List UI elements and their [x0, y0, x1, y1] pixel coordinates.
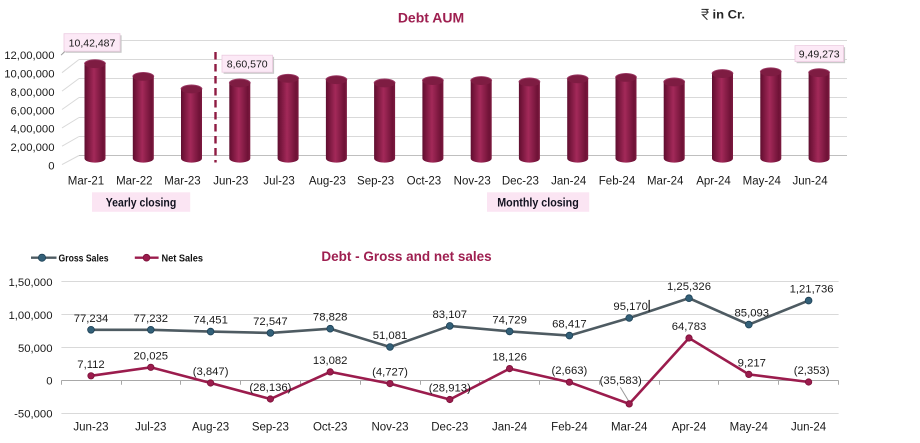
- svg-text:Jun-23: Jun-23: [73, 422, 108, 434]
- svg-text:13,082: 13,082: [313, 355, 348, 367]
- svg-text:Oct-23: Oct-23: [313, 422, 348, 434]
- svg-text:Gross Sales: Gross Sales: [59, 253, 109, 265]
- svg-text:(28,913): (28,913): [429, 383, 471, 395]
- svg-text:95,170: 95,170: [613, 301, 648, 313]
- svg-text:77,232: 77,232: [134, 313, 169, 325]
- svg-text:Dec-23: Dec-23: [502, 175, 539, 187]
- svg-text:(28,136): (28,136): [249, 382, 291, 394]
- svg-text:Mar-24: Mar-24: [611, 422, 648, 434]
- svg-text:1,00,000: 1,00,000: [9, 310, 53, 322]
- svg-text:Mar-22: Mar-22: [116, 175, 152, 187]
- svg-text:Apr-24: Apr-24: [672, 422, 707, 434]
- svg-text:Aug-23: Aug-23: [309, 175, 346, 187]
- svg-text:51,081: 51,081: [373, 330, 408, 342]
- svg-text:Jun-24: Jun-24: [791, 422, 827, 434]
- svg-text:Nov-23: Nov-23: [371, 422, 408, 434]
- svg-text:83,107: 83,107: [433, 309, 468, 321]
- svg-text:9,217: 9,217: [738, 357, 766, 369]
- svg-text:Jul-23: Jul-23: [135, 422, 166, 434]
- svg-text:Jan-24: Jan-24: [492, 422, 528, 434]
- svg-text:(2,353): (2,353): [794, 365, 830, 377]
- svg-text:Debt AUM: Debt AUM: [398, 10, 464, 26]
- svg-text:Yearly closing: Yearly closing: [106, 195, 177, 209]
- svg-text:2,00,000: 2,00,000: [11, 142, 55, 154]
- svg-text:Sep-23: Sep-23: [252, 422, 289, 434]
- svg-text:Feb-24: Feb-24: [551, 422, 588, 434]
- svg-text:May-24: May-24: [743, 175, 782, 187]
- svg-text:Debt - Gross and net sales: Debt - Gross and net sales: [321, 249, 491, 264]
- svg-text:85,093: 85,093: [735, 308, 770, 320]
- svg-text:Jul-23: Jul-23: [263, 175, 294, 187]
- svg-text:18,126: 18,126: [492, 352, 527, 364]
- svg-text:(4,727): (4,727): [372, 367, 408, 379]
- svg-text:(2,663): (2,663): [552, 365, 588, 377]
- svg-text:Feb-24: Feb-24: [599, 175, 636, 187]
- svg-text:8,60,570: 8,60,570: [227, 59, 268, 71]
- svg-text:10,42,487: 10,42,487: [69, 38, 116, 50]
- svg-text:7,112: 7,112: [77, 359, 104, 371]
- svg-text:Jun-24: Jun-24: [793, 175, 829, 187]
- svg-text:10,00,000: 10,00,000: [4, 69, 54, 81]
- svg-text:1,25,326: 1,25,326: [667, 281, 711, 293]
- svg-text:8,00,000: 8,00,000: [11, 87, 55, 99]
- svg-text:Mar-23: Mar-23: [164, 175, 200, 187]
- svg-text:1,50,000: 1,50,000: [9, 277, 53, 289]
- svg-text:Monthly closing: Monthly closing: [497, 195, 579, 209]
- svg-text:in Cr.: in Cr.: [713, 9, 746, 22]
- svg-text:12,00,000: 12,00,000: [4, 50, 54, 62]
- svg-text:Aug-23: Aug-23: [192, 422, 229, 434]
- svg-text:72,547: 72,547: [253, 316, 288, 328]
- svg-text:0: 0: [46, 376, 52, 388]
- svg-text:68,417: 68,417: [552, 319, 587, 331]
- svg-text:(35,583): (35,583): [600, 375, 642, 387]
- svg-text:78,828: 78,828: [313, 312, 348, 324]
- svg-text:0: 0: [48, 160, 54, 172]
- svg-text:Jun-23: Jun-23: [213, 175, 248, 187]
- svg-text:Dec-23: Dec-23: [431, 422, 468, 434]
- svg-text:74,729: 74,729: [492, 314, 527, 326]
- svg-text:50,000: 50,000: [18, 343, 53, 355]
- svg-text:64,783: 64,783: [672, 321, 707, 333]
- svg-text:May-24: May-24: [730, 422, 769, 434]
- svg-text:Net Sales: Net Sales: [162, 253, 204, 265]
- svg-text:Sep-23: Sep-23: [357, 175, 394, 187]
- svg-text:4,00,000: 4,00,000: [11, 124, 55, 136]
- svg-text:6,00,000: 6,00,000: [11, 105, 55, 117]
- svg-text:20,025: 20,025: [134, 350, 169, 362]
- svg-text:9,49,273: 9,49,273: [799, 49, 840, 61]
- svg-text:Mar-24: Mar-24: [647, 175, 684, 187]
- svg-text:Jan-24: Jan-24: [551, 175, 587, 187]
- svg-text:-50,000: -50,000: [14, 409, 52, 421]
- svg-text:Nov-23: Nov-23: [454, 175, 491, 187]
- svg-text:Mar-21: Mar-21: [68, 175, 104, 187]
- svg-text:(3,847): (3,847): [193, 366, 229, 378]
- svg-text:77,234: 77,234: [74, 313, 109, 325]
- svg-text:Oct-23: Oct-23: [407, 175, 442, 187]
- svg-text:1,21,736: 1,21,736: [790, 284, 834, 296]
- svg-text:Apr-24: Apr-24: [696, 175, 731, 187]
- svg-text:74,451: 74,451: [193, 315, 228, 327]
